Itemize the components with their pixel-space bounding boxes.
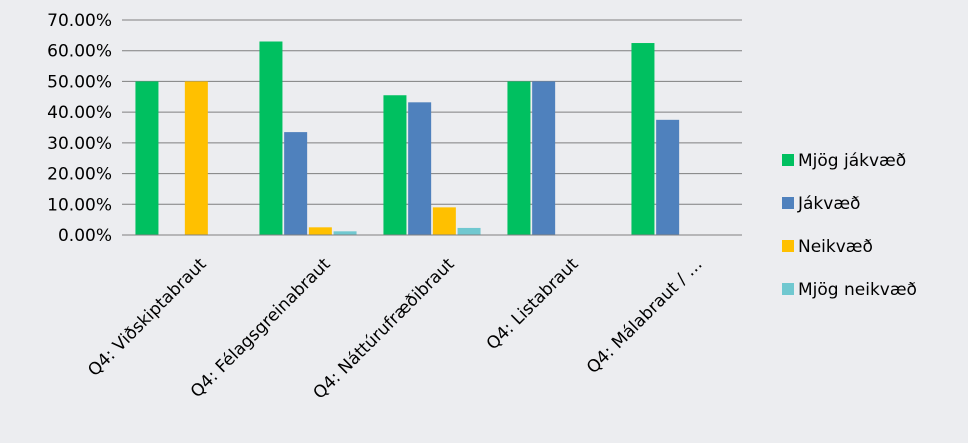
bar bbox=[284, 132, 308, 235]
x-category-label: Q4: Málabraut / … bbox=[583, 254, 707, 378]
bar bbox=[631, 43, 655, 236]
bar bbox=[457, 227, 481, 235]
x-category-label: Q4: Viðskiptabraut bbox=[84, 254, 211, 381]
legend-entry: Neikvæð bbox=[798, 237, 873, 257]
bar bbox=[184, 81, 208, 235]
legend-entry: Mjög jákvæð bbox=[798, 151, 906, 171]
y-tick-label: 50.00% bbox=[47, 72, 112, 92]
legend-swatch bbox=[782, 283, 794, 295]
legend-swatch bbox=[782, 240, 794, 252]
legend-swatch bbox=[782, 197, 794, 209]
bar bbox=[432, 207, 456, 235]
y-tick-label: 40.00% bbox=[47, 103, 112, 123]
bar bbox=[507, 81, 531, 235]
y-tick-label: 60.00% bbox=[47, 42, 112, 62]
legend-entry: Mjög neikvæð bbox=[798, 280, 917, 300]
bar bbox=[532, 81, 556, 235]
bar bbox=[656, 119, 680, 235]
bar bbox=[308, 227, 332, 235]
bar bbox=[383, 95, 407, 235]
y-tick-label: 0.00% bbox=[58, 226, 112, 246]
y-axis-ticks: 0.00% 10.00% 20.00% 30.00% 40.00% 50.00% 60.00… bbox=[47, 11, 112, 246]
bar bbox=[135, 81, 159, 235]
y-tick-label: 70.00% bbox=[47, 11, 112, 31]
legend-swatch bbox=[782, 154, 794, 166]
bars bbox=[135, 41, 680, 236]
y-tick-label: 10.00% bbox=[47, 195, 112, 215]
bar bbox=[408, 102, 432, 235]
bar bbox=[333, 231, 357, 235]
bar bbox=[259, 41, 283, 235]
legend: Mjög jákvæð Jákvæð Neikvæð Mjög neikvæð bbox=[782, 151, 917, 300]
x-category-label: Q4: Náttúrufræðibraut bbox=[310, 254, 459, 403]
y-tick-label: 20.00% bbox=[47, 165, 112, 185]
y-tick-label: 30.00% bbox=[47, 134, 112, 154]
legend-entry: Jákvæð bbox=[797, 194, 860, 214]
x-category-label: Q4: Félagsgreinabraut bbox=[187, 254, 335, 402]
grid-lines bbox=[122, 19, 742, 205]
x-category-label: Q4: Listabraut bbox=[483, 254, 583, 354]
